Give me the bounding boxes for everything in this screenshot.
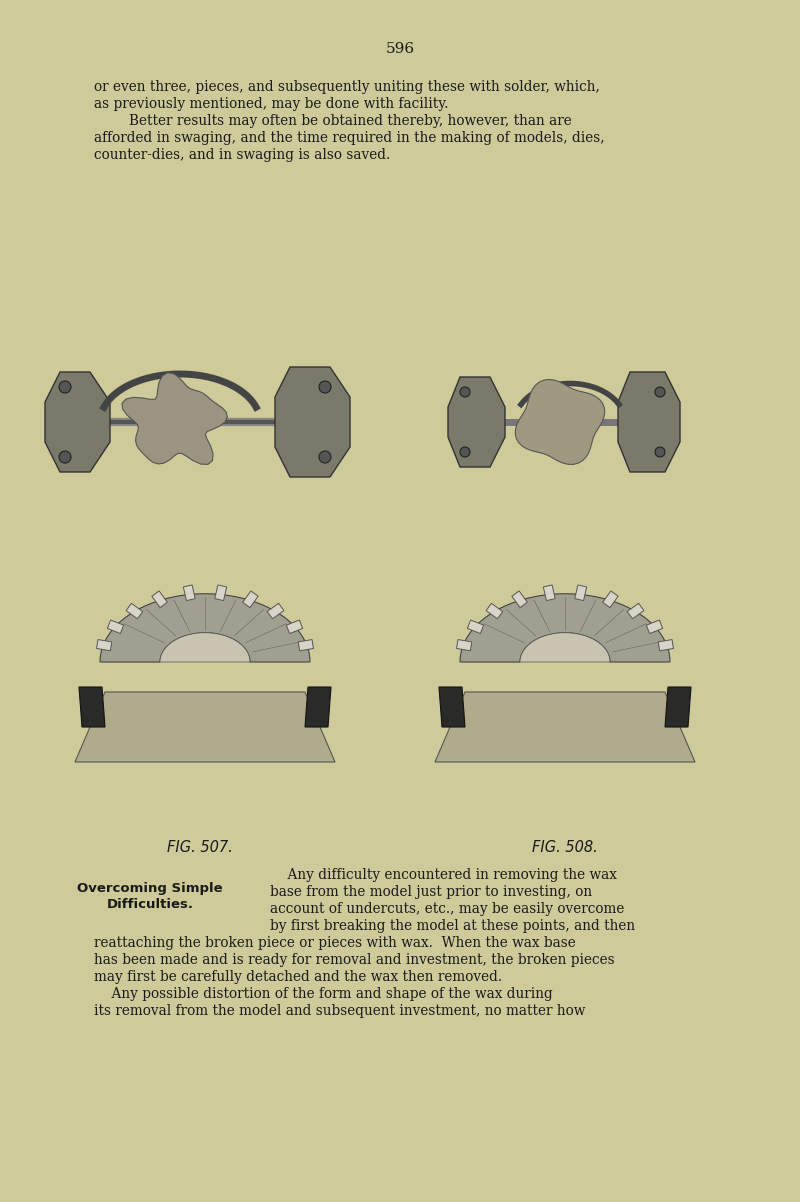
Polygon shape [97,639,112,650]
Polygon shape [107,620,124,633]
Polygon shape [435,692,695,762]
Text: as previously mentioned, may be done with facility.: as previously mentioned, may be done wit… [94,97,449,111]
Text: FIG. 506.: FIG. 506. [527,639,593,655]
Circle shape [655,447,665,457]
Circle shape [655,387,665,397]
Text: account of undercuts, etc., may be easily overcome: account of undercuts, etc., may be easil… [270,902,624,916]
Polygon shape [515,380,605,464]
Polygon shape [126,603,142,619]
Text: reattaching the broken piece or pieces with wax.  When the wax base: reattaching the broken piece or pieces w… [94,936,576,950]
Text: may first be carefully detached and the wax then removed.: may first be carefully detached and the … [94,970,502,984]
Polygon shape [574,585,586,601]
Text: 596: 596 [386,42,414,56]
Polygon shape [486,603,502,619]
Text: Better results may often be obtained thereby, however, than are: Better results may often be obtained the… [94,114,572,127]
Polygon shape [152,591,167,607]
Text: FIG. 508.: FIG. 508. [532,840,598,855]
Polygon shape [214,585,226,601]
Polygon shape [75,692,335,762]
Polygon shape [79,688,105,727]
Circle shape [460,447,470,457]
Polygon shape [665,688,691,727]
Text: or even three, pieces, and subsequently uniting these with solder, which,: or even three, pieces, and subsequently … [94,81,600,94]
Polygon shape [627,603,644,619]
Polygon shape [275,367,350,477]
Polygon shape [460,594,670,662]
Polygon shape [286,620,302,633]
Polygon shape [298,639,314,650]
Circle shape [59,381,71,393]
Circle shape [59,451,71,463]
Polygon shape [183,585,195,601]
Text: Overcoming Simple: Overcoming Simple [77,882,223,895]
Text: by first breaking the model at these points, and then: by first breaking the model at these poi… [270,920,635,933]
Circle shape [460,387,470,397]
Text: has been made and is ready for removal and investment, the broken pieces: has been made and is ready for removal a… [94,953,614,966]
Polygon shape [646,620,662,633]
Text: counter-dies, and in swaging is also saved.: counter-dies, and in swaging is also sav… [94,148,390,162]
Text: Difficulties.: Difficulties. [106,898,194,911]
Polygon shape [439,688,465,727]
Polygon shape [122,373,227,464]
Text: FIG. 505.: FIG. 505. [152,639,218,655]
Polygon shape [448,377,505,468]
Polygon shape [512,591,527,607]
Polygon shape [520,632,610,662]
Text: base from the model just prior to investing, on: base from the model just prior to invest… [270,885,592,899]
Polygon shape [160,632,250,662]
Polygon shape [602,591,618,607]
Polygon shape [658,639,674,650]
Polygon shape [457,639,472,650]
Text: Any difficulty encountered in removing the wax: Any difficulty encountered in removing t… [270,868,617,882]
Polygon shape [242,591,258,607]
Polygon shape [305,688,331,727]
Polygon shape [543,585,555,601]
Text: its removal from the model and subsequent investment, no matter how: its removal from the model and subsequen… [94,1004,586,1018]
Polygon shape [100,594,310,662]
Text: FIG. 507.: FIG. 507. [167,840,233,855]
Polygon shape [267,603,284,619]
Polygon shape [618,371,680,472]
Circle shape [319,451,331,463]
Polygon shape [45,371,110,472]
Circle shape [319,381,331,393]
Text: afforded in swaging, and the time required in the making of models, dies,: afforded in swaging, and the time requir… [94,131,605,145]
Polygon shape [467,620,484,633]
Text: Any possible distortion of the form and shape of the wax during: Any possible distortion of the form and … [94,987,553,1001]
